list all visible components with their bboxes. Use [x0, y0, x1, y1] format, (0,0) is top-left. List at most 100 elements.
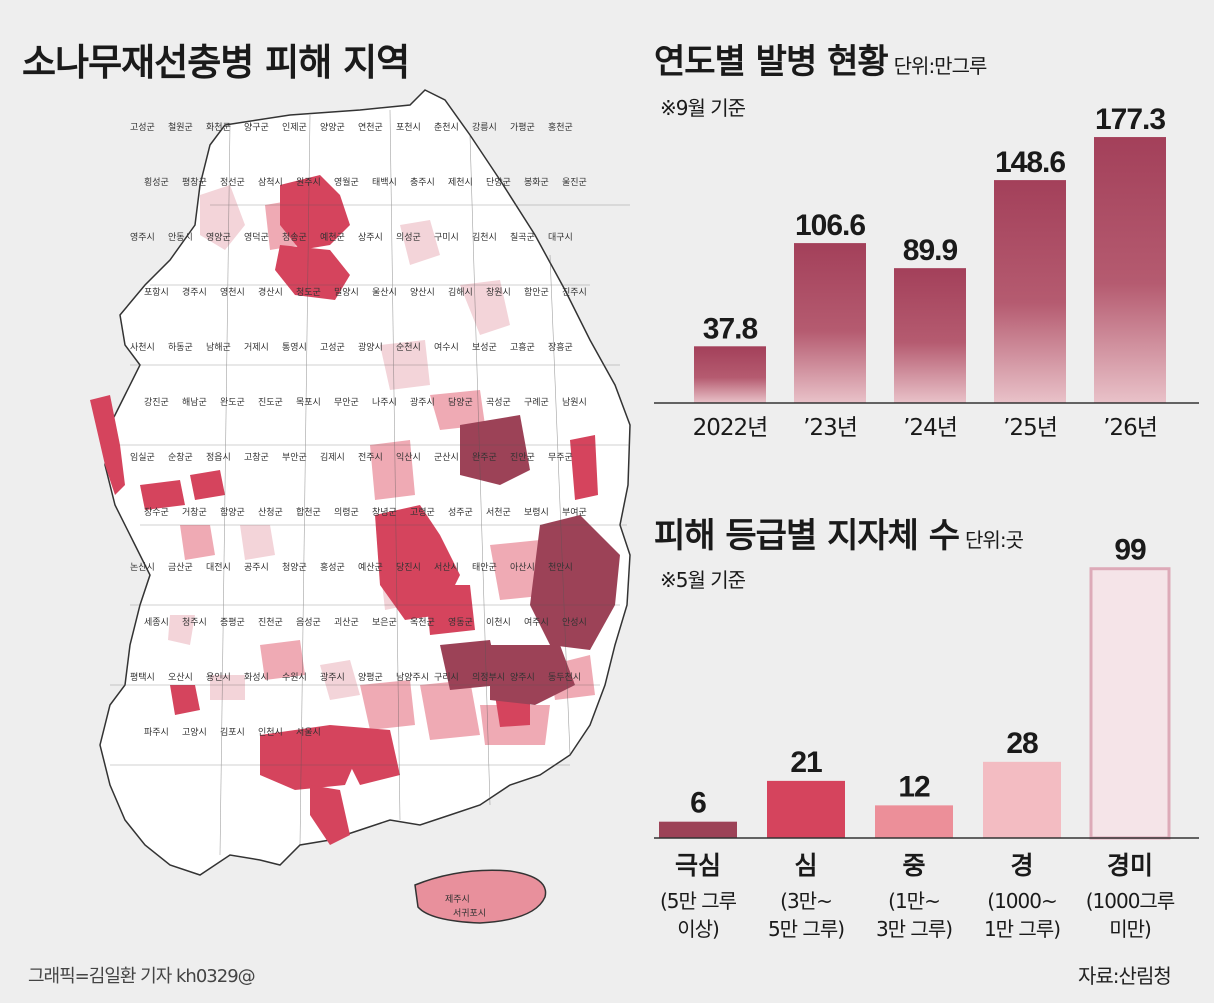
yearly-category-label: ’23년: [803, 415, 857, 441]
map-district-label: 진주시: [562, 288, 587, 298]
yearly-bar: [794, 243, 866, 403]
map-district-label: 청도군: [296, 288, 321, 298]
map-district-label: 포항시: [144, 288, 169, 298]
map-district-label: 남양주시: [396, 673, 430, 683]
map-district-label: 청송군: [282, 233, 307, 243]
data-source: 자료:산림청: [1078, 964, 1172, 988]
map-district-label: 진도군: [258, 398, 283, 408]
map-district-label: 서귀포시: [453, 909, 487, 919]
map-district-label: 예천군: [320, 233, 345, 243]
yearly-bar: [894, 268, 966, 403]
yearly-value-label: 106.6: [795, 209, 865, 242]
map-district-label: 금산군: [168, 563, 193, 573]
yearly-bar-chart: 37.8 106.6 89.9 148.6 177.3 2022년 ’23년 ’24년 ’25…: [654, 103, 1199, 441]
map-district-label: 춘천시: [434, 123, 459, 133]
map-district-label: 태안군: [472, 563, 497, 573]
yearly-bar: [1094, 137, 1166, 404]
map-district-label: 수원시: [282, 673, 307, 683]
yearly-value-label: 37.8: [703, 312, 758, 345]
map-district-label: 파주시: [144, 728, 169, 738]
map-district-label: 양산시: [410, 288, 435, 298]
map-district-label: 영천시: [220, 288, 245, 298]
map-district-label: 군산시: [434, 453, 459, 463]
map-district-label: 서산시: [434, 563, 459, 573]
map-district-label: 남원시: [562, 398, 587, 408]
yearly-unit: 단위:만그루: [893, 54, 988, 78]
map-district-label: 포천시: [396, 123, 421, 133]
map-district-label: 장수군: [144, 508, 169, 518]
grade-value-label: 12: [898, 770, 930, 803]
yearly-category-label: ’26년: [1103, 415, 1157, 441]
map-district-label: 삼척시: [258, 178, 283, 188]
map-district-label: 구리시: [434, 673, 459, 683]
map-district-label: 창원시: [486, 288, 511, 298]
map-district-label: 홍천군: [548, 123, 573, 133]
grade-value-label: 21: [790, 746, 822, 779]
grade-title-text: 피해 등급별 지자체 수: [654, 516, 960, 556]
jeju-island: [414, 869, 547, 924]
map-district-label: 양양군: [320, 123, 345, 133]
map-district-label: 통영시: [282, 343, 307, 353]
map-district-label: 안성시: [562, 618, 587, 628]
grade-bar: [875, 805, 953, 838]
map-district-label: 영동군: [448, 618, 473, 628]
grade-chart-title: 피해 등급별 지자체 수 단위:곳: [654, 508, 1024, 557]
map-district-label: 거제시: [244, 343, 269, 353]
map-district-label: 밀양시: [334, 288, 359, 298]
map-district-label: 전주시: [358, 453, 383, 463]
grade-bar: [983, 761, 1061, 838]
map-district-label: 의령군: [334, 508, 359, 518]
map-district-label: 고흥군: [510, 343, 535, 353]
grade-category-desc: (1000그루: [1086, 889, 1175, 913]
map-district-label: 태백시: [372, 178, 397, 188]
map-district-label: 인제군: [282, 123, 307, 133]
map-district-label: 김해시: [448, 288, 473, 298]
grade-category-desc: (3만~: [780, 889, 832, 913]
map-district-label: 고양시: [182, 728, 207, 738]
graphic-credit: 그래픽=김일환 기자 kh0329@: [28, 966, 256, 987]
map-district-label: 예산군: [358, 563, 383, 573]
grade-category-desc: 3만 그루): [876, 917, 952, 941]
map-district-label: 음성군: [296, 618, 321, 628]
map-district-label: 청양군: [282, 563, 307, 573]
yearly-bar: [994, 180, 1066, 403]
grade-note: ※5월 기준: [660, 568, 746, 592]
grade-bar: [1089, 567, 1171, 840]
yearly-category-label: ’24년: [903, 415, 957, 441]
map-district-label: 강릉시: [472, 123, 497, 133]
map-district-label: 하동군: [168, 343, 193, 353]
grade-category-desc: 5만 그루): [768, 917, 844, 941]
yearly-note: ※9월 기준: [660, 96, 746, 120]
map-district-label: 함양군: [220, 508, 245, 518]
grade-value-label: 28: [1006, 727, 1038, 760]
map-district-label: 합천군: [296, 508, 321, 518]
grade-category-label: 경미: [1107, 851, 1153, 880]
map-district-label: 정선군: [220, 178, 245, 188]
map-district-label: 의정부시: [472, 673, 506, 683]
map-district-label: 옥천군: [410, 618, 435, 628]
map-district-label: 나주시: [372, 398, 397, 408]
map-district-label: 해남군: [182, 398, 207, 408]
map-district-label: 성주군: [448, 508, 473, 518]
map-district-label: 무안군: [334, 398, 359, 408]
grade-bar: [767, 780, 845, 838]
map-district-label: 완주군: [472, 453, 497, 463]
map-district-label: 구미시: [434, 233, 459, 243]
map-district-label: 논산시: [130, 563, 155, 573]
map-district-label: 대구시: [548, 233, 573, 243]
map-district-label: 용인시: [206, 673, 231, 683]
grade-category-label: 심: [794, 851, 817, 880]
map-district-label: 울진군: [562, 178, 587, 188]
grade-category-label: 극심: [675, 851, 721, 880]
map-district-label: 진천군: [258, 618, 283, 628]
yearly-value-label: 177.3: [1095, 103, 1165, 136]
map-district-label: 대전시: [206, 563, 231, 573]
map-district-label: 완도군: [220, 398, 245, 408]
map-district-label: 양평군: [358, 673, 383, 683]
grade-unit: 단위:곳: [965, 528, 1024, 552]
map-district-label: 남해군: [206, 343, 231, 353]
map-district-label: 김제시: [320, 453, 345, 463]
map-district-label: 부여군: [562, 508, 587, 518]
map-district-label: 무주군: [548, 453, 573, 463]
grade-value-label: 6: [690, 787, 706, 820]
